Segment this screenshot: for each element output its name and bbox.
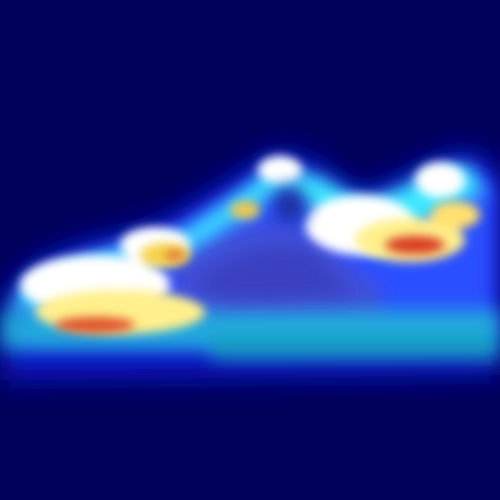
dark-interior <box>190 187 350 300</box>
red-regions <box>55 236 445 333</box>
